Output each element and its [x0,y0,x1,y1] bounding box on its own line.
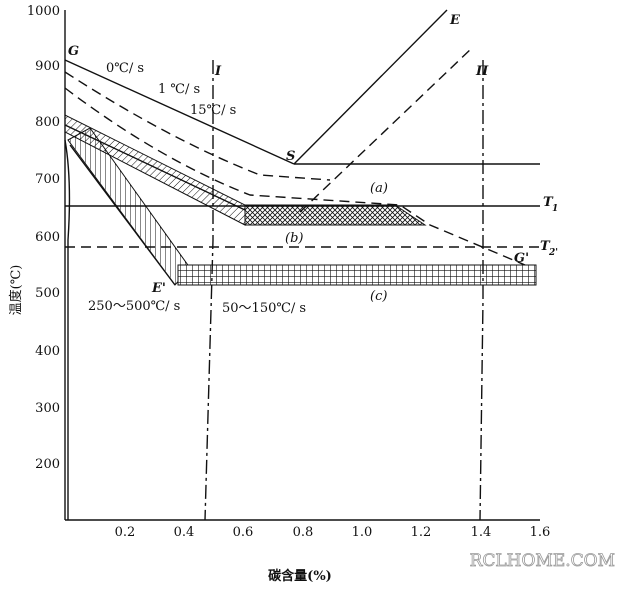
region-labels: (a) (b) (c) [285,181,388,304]
rate-label: 1 ℃/ s [158,82,200,97]
y-tick-label: 900 [35,59,60,74]
x-tick-label: 1.6 [530,525,551,540]
x-axis-label: 碳含量(%) [268,568,332,584]
y-axis-label: 温度(℃) [8,265,24,316]
y-tick-label: 500 [35,286,60,301]
region-c [177,264,537,286]
label-e2: E' [151,281,166,296]
y-tick-label: 800 [35,115,60,130]
label-t2-sub: 2' [548,248,558,258]
x-tick-label: 0.2 [115,525,136,540]
y-tick-label: 700 [35,172,60,187]
y-ticks: 1000 900 800 700 600 500 400 300 200 [27,4,60,472]
label-g2: G' [514,251,529,266]
rate-label: 0℃/ s [106,61,144,76]
label-ii: II [475,64,489,79]
rate-label: 50～150℃/ s [222,301,306,316]
label-s: S [286,149,295,164]
region-label: (b) [285,231,303,246]
label-i: I [214,64,222,79]
x-tick-label: 0.6 [233,525,254,540]
y-tick-label: 1000 [27,4,60,19]
plot-frame [64,10,540,521]
y-tick-label: 400 [35,344,60,359]
point-labels: G S E G' E' I II T 1 T 2' [68,13,558,296]
region-label: (c) [370,289,387,304]
label-e: E [449,13,461,28]
x-tick-label: 1.2 [411,525,432,540]
label-t2: T [540,239,551,254]
label-g: G [68,44,79,59]
y-tick-label: 600 [35,230,60,245]
x-tick-label: 1.4 [471,525,492,540]
label-t1: T [543,195,554,210]
x-tick-label: 0.8 [293,525,314,540]
label-t1-sub: 1 [552,204,558,214]
region-label: (a) [370,181,388,196]
rate-labels: 0℃/ s 1 ℃/ s 15℃/ s 250～500℃/ s 50～150℃/… [88,61,306,316]
y-tick-label: 300 [35,401,60,416]
rate-label: 250～500℃/ s [88,299,180,314]
x-ticks: 0.2 0.4 0.6 0.8 1.0 1.2 1.4 1.6 [115,525,551,540]
rate-label: 15℃/ s [190,103,236,118]
x-tick-label: 1.0 [352,525,373,540]
y-tick-label: 200 [35,457,60,472]
watermark: RCLHOME.COM [470,551,615,571]
region-a [244,204,427,226]
phase-lines [64,9,540,521]
x-tick-label: 0.4 [174,525,195,540]
